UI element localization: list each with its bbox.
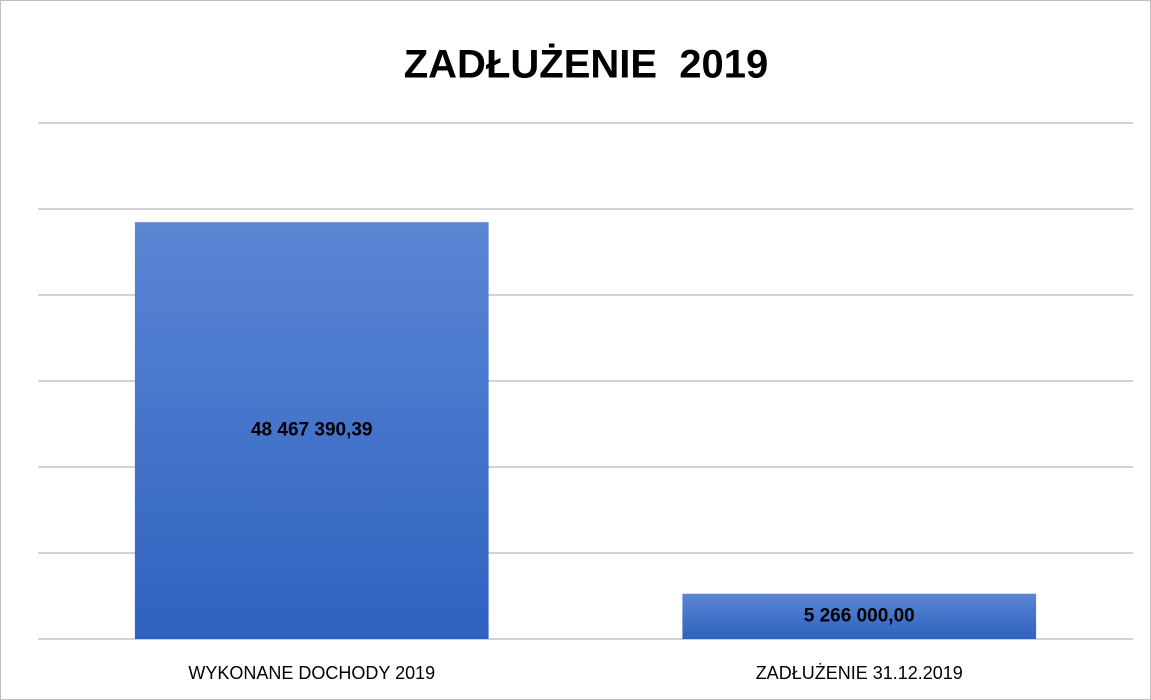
data-label: 48 467 390,39 [251,420,373,441]
data-label: 5 266 000,00 [804,605,915,626]
bar [134,222,489,640]
bar [682,593,1037,639]
x-tick-label: WYKONANE DOCHODY 2019 [188,663,435,683]
x-tick-label: ZADŁUŻENIE 31.12.2019 [756,663,963,683]
chart-title: ZADŁUŻENIE 2019 [404,43,769,87]
